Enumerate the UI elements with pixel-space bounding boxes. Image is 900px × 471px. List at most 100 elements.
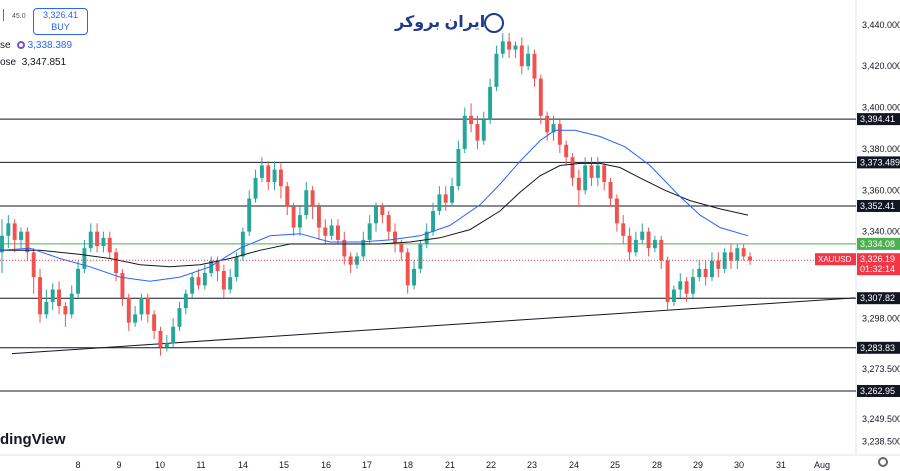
- candle-body: [659, 239, 664, 261]
- ma-fast-line: [0, 129, 749, 282]
- candle-body: [652, 239, 657, 249]
- candle-body: [183, 293, 188, 309]
- candle-body: [462, 115, 467, 149]
- candle-body: [177, 308, 182, 327]
- price-tick-label: 3,360.000: [862, 185, 900, 195]
- candle-body: [621, 223, 626, 236]
- candle-body: [583, 165, 588, 191]
- candle-body: [329, 225, 334, 236]
- candle-body: [367, 223, 372, 240]
- sell-button-edge[interactable]: [0, 9, 4, 21]
- horizontal-levels[interactable]: [0, 118, 856, 392]
- indicator-circle-icon[interactable]: [16, 41, 25, 50]
- symbol-tag-box: [815, 253, 856, 266]
- time-tick-label: 25: [610, 460, 620, 470]
- settings-icon[interactable]: [878, 457, 888, 467]
- price-tick-label: 3,380.000: [862, 144, 900, 154]
- candle-body: [342, 239, 347, 257]
- candle-body: [532, 53, 537, 79]
- candle-body: [722, 252, 727, 269]
- time-tick-label: 9: [116, 460, 121, 470]
- candle-body: [19, 231, 23, 240]
- candle-body: [538, 78, 543, 116]
- candle-body: [44, 301, 49, 315]
- level-labels: 3,394.41 3,373.489 3,352.41 3,334.08 3,307.8…: [857, 113, 900, 397]
- candle-body: [437, 194, 442, 211]
- time-tick-label: 28: [652, 460, 662, 470]
- time-tick-label: 8: [75, 460, 80, 470]
- candle-body: [171, 326, 176, 344]
- countdown-text: 01:32:14: [860, 264, 895, 274]
- candle-body: [399, 244, 404, 253]
- candle-body: [234, 256, 239, 278]
- candle-body: [595, 165, 600, 178]
- legend-value-2: 3,347.851: [21, 57, 67, 68]
- candle-body: [57, 289, 62, 307]
- time-tick-label: 17: [362, 460, 372, 470]
- candle-body: [627, 235, 632, 253]
- candle-body: [247, 198, 252, 232]
- candle-body: [665, 260, 670, 302]
- ma-slow-line: [0, 162, 749, 268]
- candle-body: [76, 268, 81, 294]
- level-label-box: [857, 237, 900, 250]
- moving-averages: [0, 129, 856, 282]
- price-tag-text: 3,326.19: [860, 254, 895, 264]
- candle-body: [735, 248, 740, 261]
- price-tick-label: 3,340.000: [862, 227, 900, 237]
- candle-body: [545, 115, 550, 133]
- time-tick-label: 24: [569, 460, 579, 470]
- level-label-text: 3,262.95: [860, 386, 895, 396]
- brand-logo-icon: [484, 13, 504, 33]
- price-axis-panel[interactable]: [856, 0, 900, 455]
- candle-body: [481, 119, 486, 141]
- candle-body: [374, 206, 378, 224]
- candle-body: [614, 198, 619, 224]
- candle-body: [139, 297, 144, 315]
- candle-body: [570, 157, 575, 178]
- candle-body: [431, 210, 436, 232]
- candle-body: [297, 215, 302, 228]
- candle-body: [348, 256, 353, 265]
- legend-label-2: ose: [0, 57, 17, 68]
- candle-body: [450, 186, 455, 203]
- time-tick-label: 31: [776, 460, 786, 470]
- candle-body: [703, 268, 708, 278]
- level-label-box: [857, 292, 900, 305]
- candle-body: [272, 169, 277, 182]
- candle-body: [158, 330, 163, 348]
- candle-body: [69, 293, 74, 315]
- candle-body: [164, 343, 169, 348]
- buy-button[interactable]: 3,326.41 BUY: [33, 8, 88, 35]
- level-label-text: 3,334.08: [860, 239, 895, 249]
- time-tick-label: 30: [734, 460, 744, 470]
- candle-body: [95, 231, 100, 247]
- candle-body: [602, 165, 607, 182]
- candle-body: [133, 314, 138, 323]
- price-tick-label: 3,298.000: [862, 314, 900, 324]
- time-tick-label: 29: [693, 460, 703, 470]
- candle-body: [475, 124, 480, 141]
- legend-value-1: 3,338.389: [27, 40, 73, 51]
- candle-body: [120, 273, 125, 298]
- price-tick-label: 3,249.500: [862, 414, 900, 424]
- candle-body: [0, 235, 4, 253]
- candle-body: [196, 277, 201, 286]
- candle-body: [88, 231, 93, 249]
- candle-body: [323, 227, 328, 236]
- candle-body: [355, 256, 359, 265]
- candle-body: [101, 237, 106, 247]
- time-tick-label: 14: [238, 460, 248, 470]
- candle-body: [684, 281, 689, 294]
- candle-body: [576, 177, 581, 191]
- candle-body: [361, 239, 366, 257]
- candle-body: [6, 223, 11, 236]
- legend-row-ma-fast: se 3,338.389: [0, 40, 72, 51]
- candle-body: [285, 186, 290, 207]
- level-label-box: [857, 156, 900, 169]
- candle-body: [716, 260, 721, 269]
- trendline[interactable]: [11, 297, 856, 355]
- candle-body: [12, 223, 17, 240]
